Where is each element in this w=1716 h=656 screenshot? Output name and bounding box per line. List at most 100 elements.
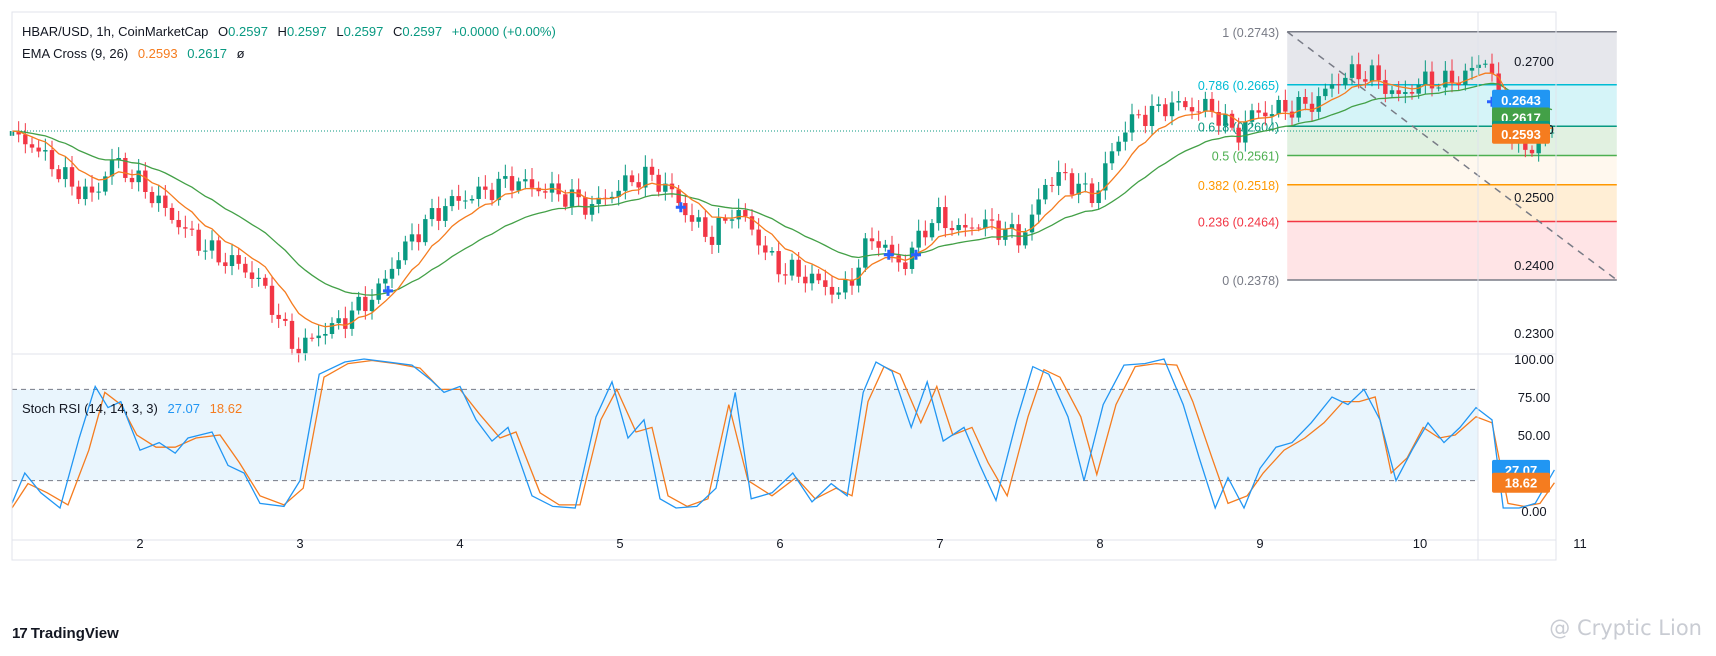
stoch-rsi-legend: Stoch RSI (14, 14, 3, 3) 27.07 18.62 bbox=[22, 401, 248, 416]
fib-zone-0.382 bbox=[1287, 184, 1617, 222]
candle-body bbox=[1049, 184, 1055, 186]
candle-body bbox=[703, 217, 708, 237]
candle-body bbox=[1309, 103, 1315, 112]
time-tick-label: 8 bbox=[1096, 536, 1103, 551]
ema-fast-line bbox=[11, 72, 1553, 328]
candle-body bbox=[36, 147, 41, 152]
cryptic-lion-watermark: @ Cryptic Lion bbox=[1549, 616, 1702, 640]
candle-body bbox=[1056, 172, 1061, 186]
candle-body bbox=[983, 219, 988, 229]
candle-body bbox=[1183, 101, 1188, 108]
candle-body bbox=[809, 273, 815, 284]
candle-body bbox=[189, 228, 195, 230]
tradingview-brand[interactable]: 17 TradingView bbox=[12, 625, 119, 642]
candle-body bbox=[583, 197, 588, 215]
candle-body bbox=[1036, 199, 1041, 215]
time-tick-label: 2 bbox=[136, 536, 143, 551]
candle-body bbox=[889, 244, 895, 256]
candle-body bbox=[556, 183, 561, 195]
ema-legend: EMA Cross (9, 26) 0.2593 0.2617 ø bbox=[22, 46, 251, 61]
stoch-rsi-k-line bbox=[11, 358, 1555, 510]
candle-body bbox=[343, 318, 348, 329]
candle-body bbox=[596, 197, 601, 205]
candle-body bbox=[916, 230, 921, 248]
candle-body bbox=[349, 310, 355, 329]
candle-body bbox=[1103, 163, 1108, 191]
candle-body bbox=[1169, 102, 1175, 117]
candle-body bbox=[236, 255, 241, 264]
symbol-title[interactable]: HBAR/USD, 1h, CoinMarketCap bbox=[22, 24, 209, 39]
candle-body bbox=[729, 219, 735, 221]
candle-body bbox=[616, 190, 621, 197]
candle-body bbox=[376, 283, 381, 300]
candle-body bbox=[949, 228, 955, 231]
candle-body bbox=[443, 206, 448, 221]
candle-body bbox=[283, 318, 288, 321]
candle-body bbox=[503, 176, 508, 179]
candle-body bbox=[1369, 65, 1375, 82]
candle-body bbox=[723, 217, 728, 221]
candle-body bbox=[209, 240, 215, 251]
symbol-legend: HBAR/USD, 1h, CoinMarketCap O0.2597 H0.2… bbox=[22, 24, 562, 39]
candle-body bbox=[709, 236, 715, 245]
candle-body bbox=[623, 175, 628, 191]
fib-label-1: 1 (0.2743) bbox=[1222, 26, 1279, 40]
candle-body bbox=[803, 276, 808, 284]
candle-body bbox=[276, 314, 281, 319]
price-tick-label: 0.2500 bbox=[1514, 190, 1554, 205]
candle-body bbox=[1476, 64, 1481, 68]
candle-body bbox=[676, 189, 681, 204]
candle-body bbox=[1129, 114, 1135, 133]
candle-body bbox=[1276, 99, 1281, 115]
candle-body bbox=[129, 177, 135, 183]
candle-body bbox=[789, 259, 795, 276]
candle-body bbox=[1163, 104, 1168, 117]
ema-label[interactable]: EMA Cross (9, 26) bbox=[22, 46, 129, 61]
price-badge-label: 0.2593 bbox=[1501, 127, 1541, 142]
candle-body bbox=[629, 175, 635, 183]
candle-body bbox=[1069, 173, 1075, 195]
candle-body bbox=[356, 296, 361, 311]
stoch-rsi-badge-label: 18.62 bbox=[1505, 476, 1538, 491]
candle-body bbox=[1083, 183, 1088, 185]
candle-body bbox=[269, 285, 275, 315]
candle-body bbox=[1196, 111, 1201, 113]
candle-body bbox=[663, 183, 668, 192]
ohlc-close: C0.2597 bbox=[393, 24, 442, 39]
candle-body bbox=[383, 278, 388, 284]
candle-body bbox=[256, 277, 261, 279]
candle-body bbox=[569, 189, 575, 207]
candle-body bbox=[1356, 64, 1361, 80]
candle-body bbox=[423, 219, 428, 243]
fib-label-0.786: 0.786 (0.2665) bbox=[1198, 79, 1279, 93]
candle-body bbox=[876, 241, 881, 248]
candle-body bbox=[436, 208, 441, 221]
candle-body bbox=[163, 195, 168, 208]
ohlc-close-label: C bbox=[392, 24, 403, 39]
candle-body bbox=[1343, 77, 1348, 86]
candle-body bbox=[1383, 80, 1388, 94]
ohlc-high-value: 0.2597 bbox=[286, 24, 327, 39]
fib-label-0.236: 0.236 (0.2464) bbox=[1198, 215, 1279, 229]
candle-body bbox=[136, 170, 141, 183]
candle-body bbox=[1109, 151, 1115, 164]
candle-body bbox=[1189, 107, 1195, 112]
candle-body bbox=[1529, 149, 1535, 154]
candle-body bbox=[1216, 111, 1221, 126]
candle-body bbox=[1536, 137, 1541, 154]
candle-body bbox=[56, 169, 61, 180]
candle-body bbox=[296, 348, 301, 354]
candle-body bbox=[1209, 98, 1215, 112]
candle-body bbox=[829, 286, 835, 295]
stoch-rsi-label[interactable]: Stoch RSI (14, 14, 3, 3) bbox=[22, 401, 158, 416]
ohlc-open-label: O bbox=[218, 24, 229, 39]
chart-frame bbox=[11, 11, 1557, 561]
candle-body bbox=[929, 223, 935, 238]
stoch-rsi-pane: 0.00 50.00 75.00 100.00 27.07 18.62 bbox=[11, 352, 1555, 519]
candle-body bbox=[183, 227, 188, 229]
candle-body bbox=[1269, 114, 1275, 117]
fib-zone-0.5 bbox=[1287, 155, 1617, 185]
candle-body bbox=[29, 144, 35, 148]
candle-body bbox=[1236, 127, 1241, 143]
